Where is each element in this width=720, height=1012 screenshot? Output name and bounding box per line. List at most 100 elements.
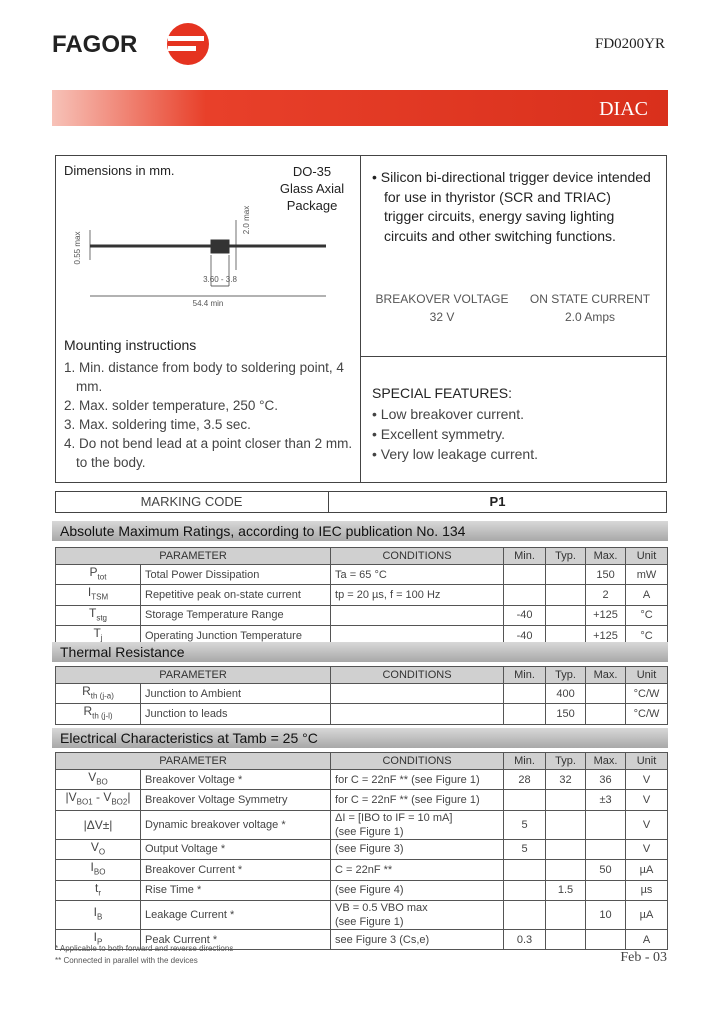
- symbol-cell: IBO: [55, 859, 141, 881]
- condition-line: for C = 22nF ** (see Figure 1): [335, 794, 480, 807]
- condition-line: (see Figure 1): [335, 825, 404, 838]
- table-row: Ptot Total Power Dissipation Ta = 65 °C 150…: [55, 563, 669, 586]
- parameter-cell: Breakover Current *: [139, 859, 332, 881]
- symbol-cell: VBO: [55, 768, 141, 791]
- max-cell: ±3: [585, 789, 627, 811]
- parameter-cell: Peak Current *: [139, 928, 332, 951]
- symbol-part: R: [83, 704, 93, 719]
- symbol-cell: Tstg: [55, 604, 141, 627]
- marking-box: [55, 491, 667, 513]
- typ-cell: [545, 859, 587, 881]
- header-bar: [52, 90, 668, 126]
- typ-cell: [545, 563, 587, 586]
- symbol-cell: Ptot: [55, 563, 141, 586]
- part-number: FD0200YR: [594, 36, 665, 52]
- unit-cell: V: [625, 789, 669, 811]
- mounting-list: 1. Min. distance from body to soldering …: [64, 358, 354, 472]
- symbol-part: th (j-a): [90, 691, 114, 701]
- condition-line: ΔI = [IBO to IF = 10 mA]: [335, 811, 453, 824]
- parameter-cell: Rise Time *: [139, 879, 332, 901]
- parameter-cell: Breakover Voltage *: [139, 768, 332, 791]
- logo-stripe: [168, 36, 204, 41]
- symbol-part: T: [93, 626, 101, 641]
- package-drawing: 0.55 max 2.0 max 3.60 - 3.8 54.4 min: [73, 206, 326, 308]
- header-cell: Unit: [625, 547, 669, 565]
- parameter-cell: Junction to leads: [139, 703, 332, 725]
- marking-label: MARKING CODE: [140, 494, 243, 509]
- min-cell: [503, 859, 547, 881]
- unit-cell: V: [625, 838, 669, 861]
- max-cell: [585, 809, 627, 840]
- features-title: SPECIAL FEATURES:: [372, 385, 513, 401]
- unit-cell: µA: [625, 859, 669, 881]
- header-cell: Min.: [503, 752, 547, 770]
- symbol-part: BO2: [111, 797, 128, 807]
- header-cell: Max.: [585, 752, 627, 770]
- typ-cell: [545, 584, 587, 606]
- max-cell: [585, 838, 627, 861]
- header-cell: PARAMETER: [54, 752, 332, 770]
- symbol-part: O: [98, 847, 106, 857]
- feature-item: • Low breakover current.: [372, 406, 524, 422]
- symbol-part: V: [90, 839, 99, 854]
- symbol-part: th (j-l): [92, 711, 113, 721]
- unit-cell: A: [625, 584, 669, 606]
- max-cell: 2: [585, 584, 627, 606]
- max-cell: 50: [585, 859, 627, 881]
- parameter-cell: Repetitive peak on-state current: [139, 584, 332, 606]
- key-value: 32 V: [429, 310, 455, 324]
- marking-code: P1: [489, 494, 506, 509]
- min-cell: [503, 879, 547, 901]
- mounting-item: 2. Max. solder temperature, 250 °C.: [64, 398, 278, 413]
- conditions-cell: for C = 22nF ** (see Figure 1): [330, 789, 505, 811]
- symbol-part: t: [94, 880, 99, 895]
- header-cell: Typ.: [545, 547, 587, 565]
- symbol-part: |: [127, 790, 131, 805]
- table-row: IP Peak Current * see Figure 3 (Cs,e) 0.3 A: [55, 928, 669, 951]
- condition-line: tp = 20 µs, f = 100 Hz: [335, 589, 441, 602]
- key-value: 2.0 Amps: [564, 310, 616, 324]
- table-row: |VBO1 - VBO2| Breakover Voltage Symmetry f…: [55, 789, 669, 811]
- header-cell: Unit: [625, 752, 669, 770]
- table-row: Tstg Storage Temperature Range -40 +125 °C: [55, 604, 669, 627]
- header-cell: Typ.: [545, 752, 587, 770]
- symbol-cell: IB: [55, 899, 141, 930]
- symbol-part: |V: [65, 790, 77, 805]
- dim-label: 54.4 min: [193, 299, 224, 308]
- package-line: DO-35: [292, 164, 332, 179]
- max-cell: [585, 703, 627, 725]
- symbol-part: BO: [96, 777, 108, 787]
- dim-label: 2.0 max: [242, 206, 251, 234]
- brand: FAGOR: [52, 31, 137, 58]
- symbol-cell: |ΔV±|: [55, 809, 141, 840]
- symbol-part: I: [90, 860, 94, 875]
- symbol-part: BO: [93, 867, 106, 877]
- conditions-cell: VB = 0.5 VBO max (see Figure 1): [330, 899, 505, 930]
- unit-cell: °C: [625, 604, 669, 627]
- symbol-part: P: [89, 565, 98, 579]
- conditions-cell: C = 22nF **: [330, 859, 505, 881]
- symbol-part: B: [97, 912, 103, 922]
- section-title: Thermal Resistance: [52, 642, 668, 662]
- table-row: VBO Breakover Voltage * for C = 22nF ** (s…: [55, 768, 669, 791]
- symbol-part: BO1: [76, 797, 93, 807]
- typ-cell: 1.5: [545, 879, 587, 901]
- footnote: * Applicable to both forward and reverse…: [55, 944, 234, 953]
- table-row: IBO Breakover Current * C = 22nF ** 50 µA: [55, 859, 669, 881]
- unit-cell: V: [625, 809, 669, 840]
- max-cell: [585, 928, 627, 951]
- key-label: ON STATE CURRENT: [529, 292, 651, 306]
- symbol-part: stg: [96, 613, 107, 623]
- feature-item: • Very low leakage current.: [372, 446, 538, 462]
- symbol-part: V: [88, 770, 97, 784]
- unit-cell: V: [625, 768, 669, 791]
- condition-line: Ta = 65 °C: [335, 568, 387, 581]
- parameter-cell: Junction to Ambient: [139, 682, 332, 705]
- min-cell: [503, 899, 547, 930]
- table-row: Rth (j-a) Junction to Ambient 400 °C/W: [55, 682, 669, 705]
- symbol-cell: Rth (j-l): [55, 703, 141, 725]
- header-cell: Typ.: [545, 666, 587, 684]
- typ-cell: [545, 789, 587, 811]
- header-cell: Max.: [585, 666, 627, 684]
